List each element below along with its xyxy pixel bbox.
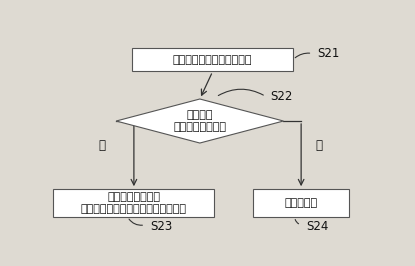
Text: S24: S24	[306, 221, 328, 233]
FancyBboxPatch shape	[253, 189, 349, 217]
FancyBboxPatch shape	[132, 48, 293, 71]
Text: 该子时段结束后，
进入下一个子时段或下一个通电周期: 该子时段结束后， 进入下一个子时段或下一个通电周期	[81, 192, 187, 214]
FancyBboxPatch shape	[54, 189, 214, 217]
Text: 是: 是	[98, 139, 105, 152]
Text: S23: S23	[150, 221, 172, 233]
Text: 获取压缩机转子的转动角度: 获取压缩机转子的转动角度	[173, 55, 252, 65]
Text: 转动角度
在设定角度范围内: 转动角度 在设定角度范围内	[173, 110, 226, 132]
Text: 压缩机停机: 压缩机停机	[285, 198, 318, 208]
Polygon shape	[116, 99, 283, 143]
Text: 否: 否	[315, 139, 322, 152]
Text: S21: S21	[317, 47, 339, 60]
Text: S22: S22	[271, 90, 293, 103]
